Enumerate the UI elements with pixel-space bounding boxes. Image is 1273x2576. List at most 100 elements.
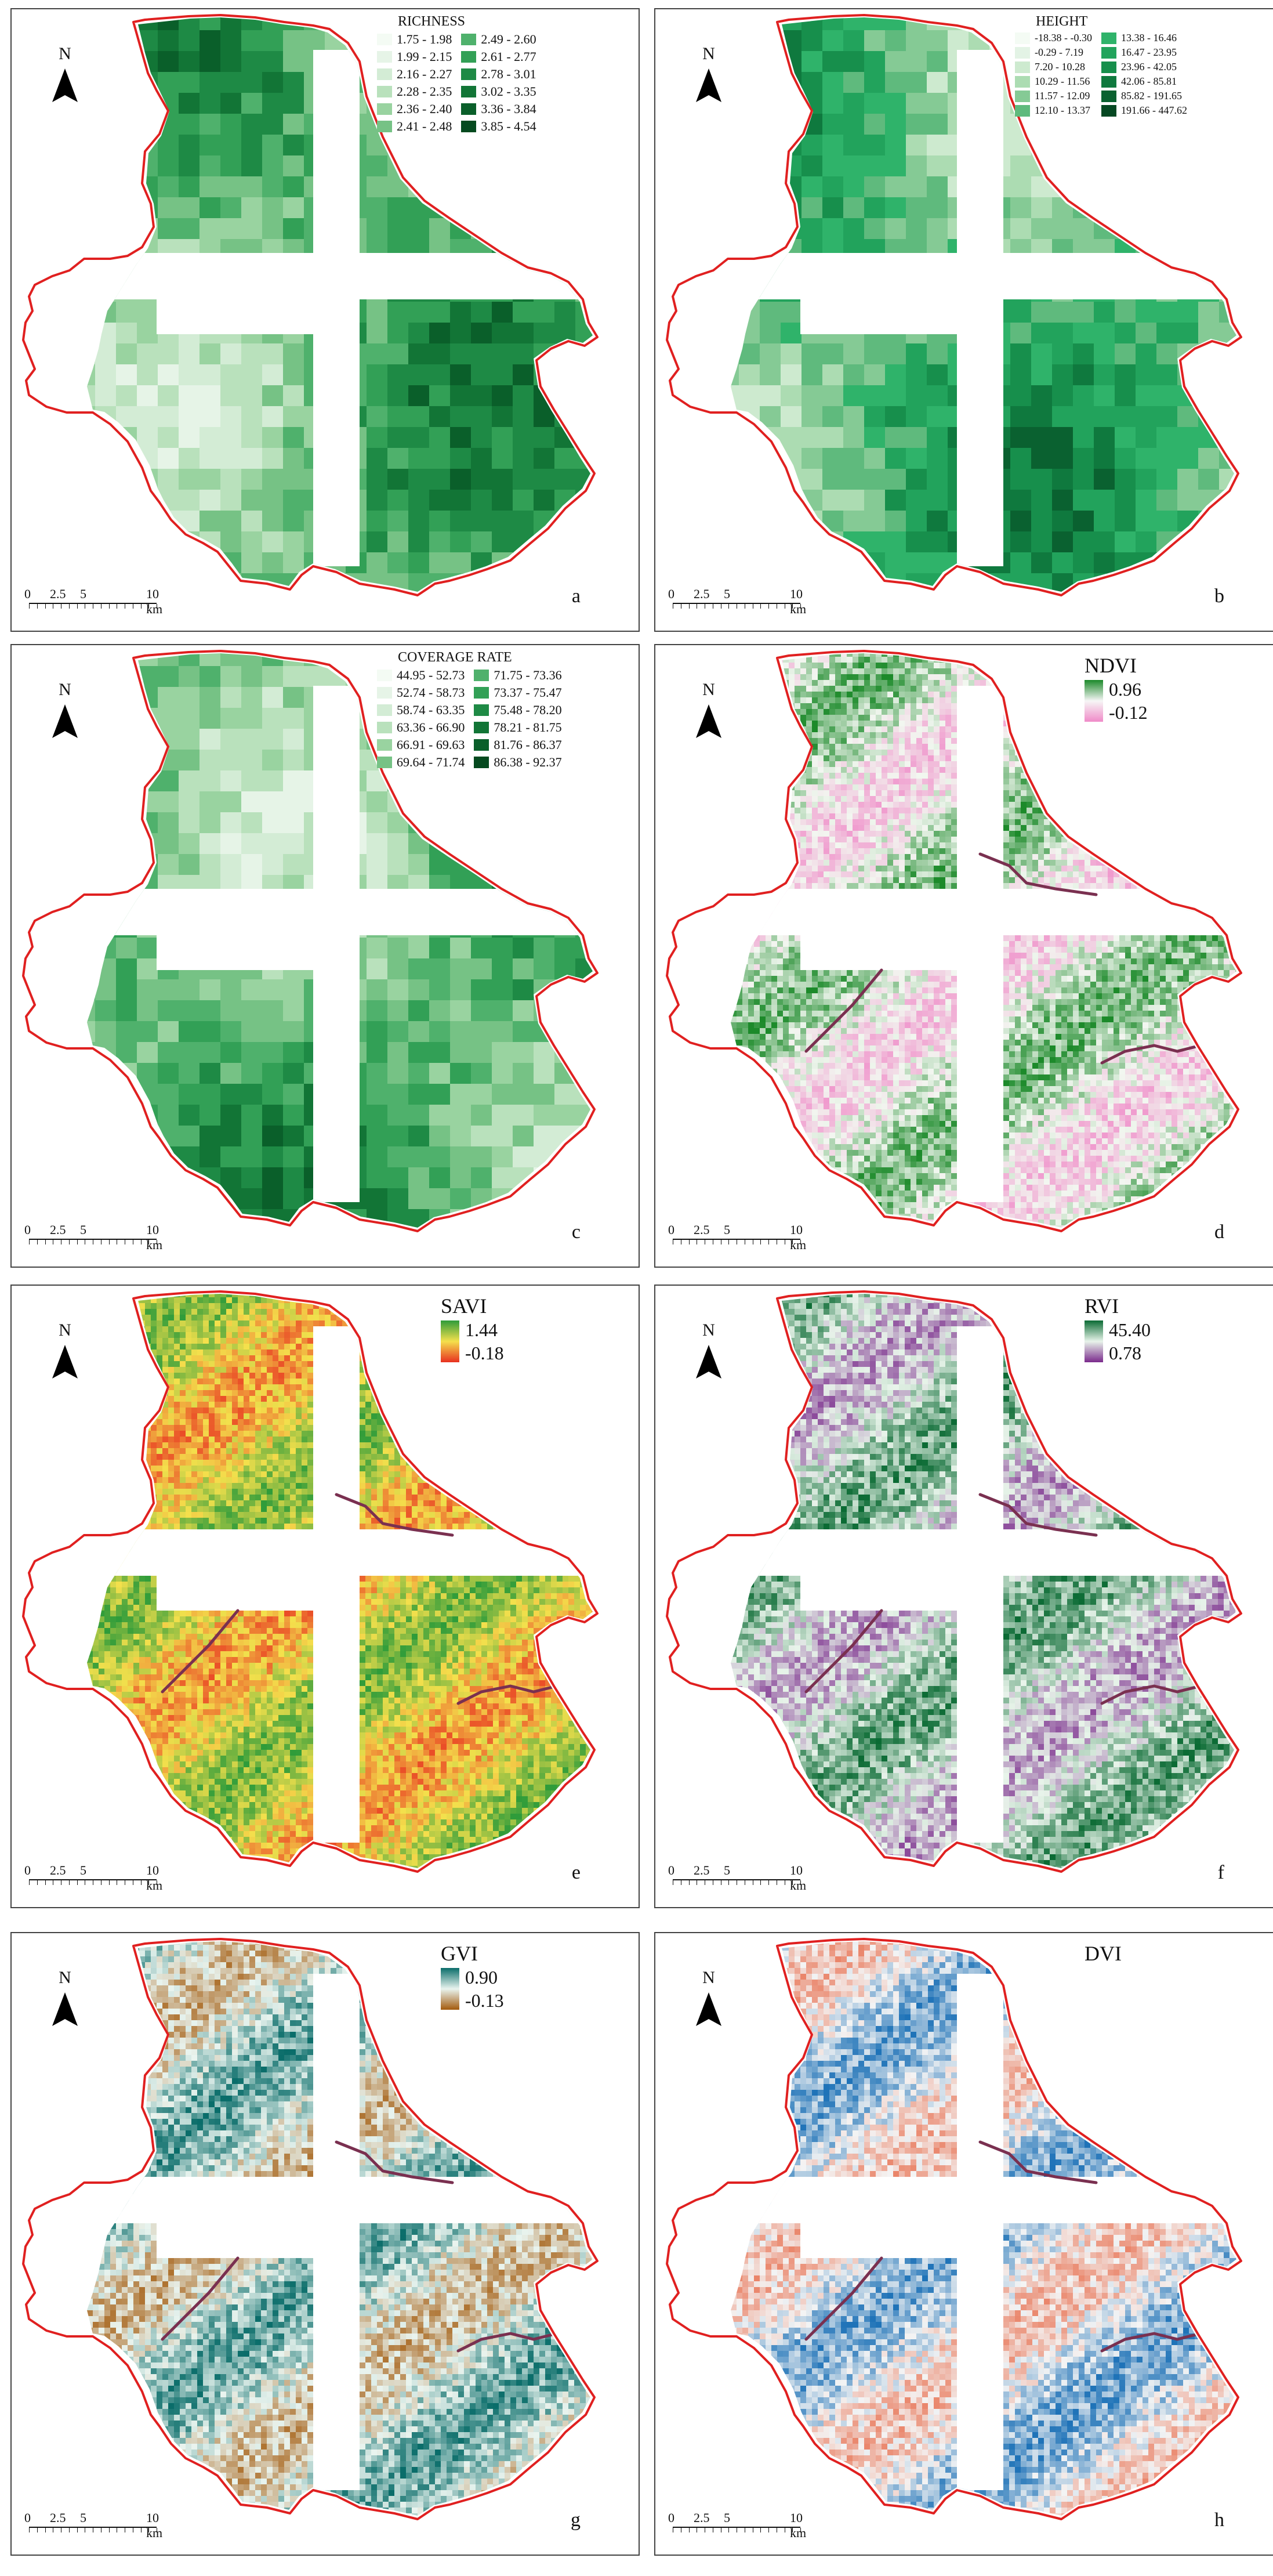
scale-tick (37, 1880, 38, 1885)
legend-entry: 69.64 - 71.74 (377, 755, 465, 770)
legend-entry: 86.38 - 92.37 (474, 755, 561, 770)
map-panel-g: N 0 2.5 5 10 km g GVI 0.90 -0.13 (10, 1932, 640, 2556)
legend-max-value: 45.40 (1109, 1320, 1151, 1339)
scale-tick (69, 2528, 70, 2532)
legend-entry: 12.10 - 13.37 (1015, 104, 1092, 117)
legend-label: 2.36 - 2.40 (397, 102, 452, 117)
legend-entry: 10.29 - 11.56 (1015, 75, 1092, 88)
north-arrow: N (42, 680, 88, 744)
north-arrow-icon (52, 1345, 78, 1379)
scale-tick (77, 1240, 78, 1244)
legend-min-value: 0.78 (1109, 1344, 1151, 1362)
legend-entry: 2.49 - 2.60 (461, 32, 536, 47)
scale-tick (29, 604, 30, 609)
legend-entry: 11.57 - 12.09 (1015, 90, 1092, 102)
legend-swatch (461, 51, 476, 63)
scale-bar: 0 2.5 5 10 km (668, 2510, 819, 2534)
map-panel-c: N 0 2.5 5 10 km c COVERAGE RATE 44.95 - 52.73 52… (10, 644, 640, 1268)
legend-entry: 3.02 - 3.35 (461, 84, 536, 99)
scale-label: 5 (724, 1222, 730, 1238)
scale-tick (728, 1880, 729, 1885)
north-arrow: N (42, 1320, 88, 1384)
legend-entry: 2.36 - 2.40 (377, 102, 452, 117)
map-panel-d: N 0 2.5 5 10 km d NDVI 0.96 -0.12 (654, 644, 1273, 1268)
north-arrow-icon (52, 68, 78, 102)
legend-label: 85.82 - 191.65 (1121, 90, 1182, 102)
legend-entry: 42.06 - 85.81 (1101, 75, 1187, 88)
scale-tick (141, 604, 142, 609)
legend-max-value: 0.96 (1109, 680, 1148, 699)
panel-letter: g (571, 2509, 581, 2531)
scale-tick (141, 2528, 142, 2532)
legend-swatch (1015, 61, 1030, 73)
panel-letter: b (1214, 585, 1224, 607)
legend-entry: 63.36 - 66.90 (377, 720, 465, 735)
scale-tick (800, 1880, 801, 1885)
scale-tick (760, 1880, 761, 1885)
legend-entry: 85.82 - 191.65 (1101, 90, 1187, 102)
scale-label: 0 (668, 2510, 674, 2526)
class-legend: RICHNESS 1.75 - 1.98 1.99 - 2.15 2.16 - 2.2… (377, 14, 536, 134)
legend-swatch (461, 103, 476, 115)
legend-label: 58.74 - 63.35 (397, 703, 465, 718)
legend-swatch (461, 86, 476, 97)
legend-swatch (461, 68, 476, 80)
legend-entry: 2.16 - 2.27 (377, 67, 452, 82)
legend-label: 2.61 - 2.77 (481, 49, 536, 64)
scale-tick (792, 604, 793, 609)
legend-swatch (1015, 47, 1030, 59)
legend-swatch (1015, 32, 1030, 44)
panel-letter: c (572, 1221, 581, 1243)
north-arrow: N (686, 1968, 732, 2032)
legend-swatch (377, 121, 392, 132)
panel-letter: e (572, 1862, 581, 1884)
scale-label: 0 (24, 1863, 31, 1878)
scale-tick (77, 2528, 78, 2532)
scale-label: 0 (668, 587, 674, 602)
scale-label: 2.5 (694, 1222, 710, 1238)
legend-swatch (474, 757, 489, 768)
scale-label: 5 (80, 1863, 86, 1878)
legend-color-ramp (441, 1320, 459, 1362)
index-name: DVI (1085, 1941, 1122, 1966)
map-panel-a: N 0 2.5 5 10 km a RICHNESS 1.75 - 1.98 1.99 - 2.… (10, 8, 640, 632)
gradient-legend: NDVI 0.96 -0.12 (1085, 653, 1148, 722)
legend-label: 191.66 - 447.62 (1121, 104, 1187, 117)
scale-label: 0 (668, 1222, 674, 1238)
scale-label: 2.5 (50, 2510, 66, 2526)
north-arrow: N (42, 1968, 88, 2032)
legend-label: 52.74 - 58.73 (397, 685, 465, 700)
scale-label: 5 (724, 587, 730, 602)
legend-swatch (1101, 91, 1116, 102)
map-panel-h: N 0 2.5 5 10 km h DVI (654, 1932, 1273, 2556)
legend-label: 12.10 - 13.37 (1035, 104, 1090, 117)
gradient-legend: RVI 45.40 0.78 (1085, 1294, 1151, 1362)
scale-tick (29, 1240, 30, 1244)
scale-tick (69, 604, 70, 609)
scale-label: 5 (724, 2510, 730, 2526)
scale-bar: 0 2.5 5 10 km (24, 2510, 175, 2534)
scale-tick (69, 1880, 70, 1885)
north-arrow: N (686, 1320, 732, 1384)
map-panel-e: N 0 2.5 5 10 km e SAVI 1.44 -0.18 (10, 1285, 640, 1908)
scale-tick (760, 1240, 761, 1244)
legend-swatch (474, 670, 489, 681)
legend-swatch (377, 51, 392, 63)
scale-label: 10 km (146, 1222, 175, 1253)
scale-label: 10 km (790, 2510, 819, 2541)
scale-bar: 0 2.5 5 10 km (24, 587, 175, 610)
scale-label: 10 km (146, 587, 175, 617)
scale-tick (69, 1240, 70, 1244)
scale-bar: 0 2.5 5 10 km (668, 1863, 819, 1886)
scale-label: 5 (80, 587, 86, 602)
scale-tick (760, 604, 761, 609)
scale-tick (148, 2528, 149, 2532)
legend-entry: -18.38 - -0.30 (1015, 32, 1092, 44)
scale-tick (37, 604, 38, 609)
north-arrow: N (686, 680, 732, 744)
scale-label: 2.5 (50, 587, 66, 602)
legend-swatch (377, 687, 392, 699)
map-e (12, 1286, 640, 1908)
legend-label: 63.36 - 66.90 (397, 720, 465, 735)
scale-tick (45, 1880, 46, 1885)
